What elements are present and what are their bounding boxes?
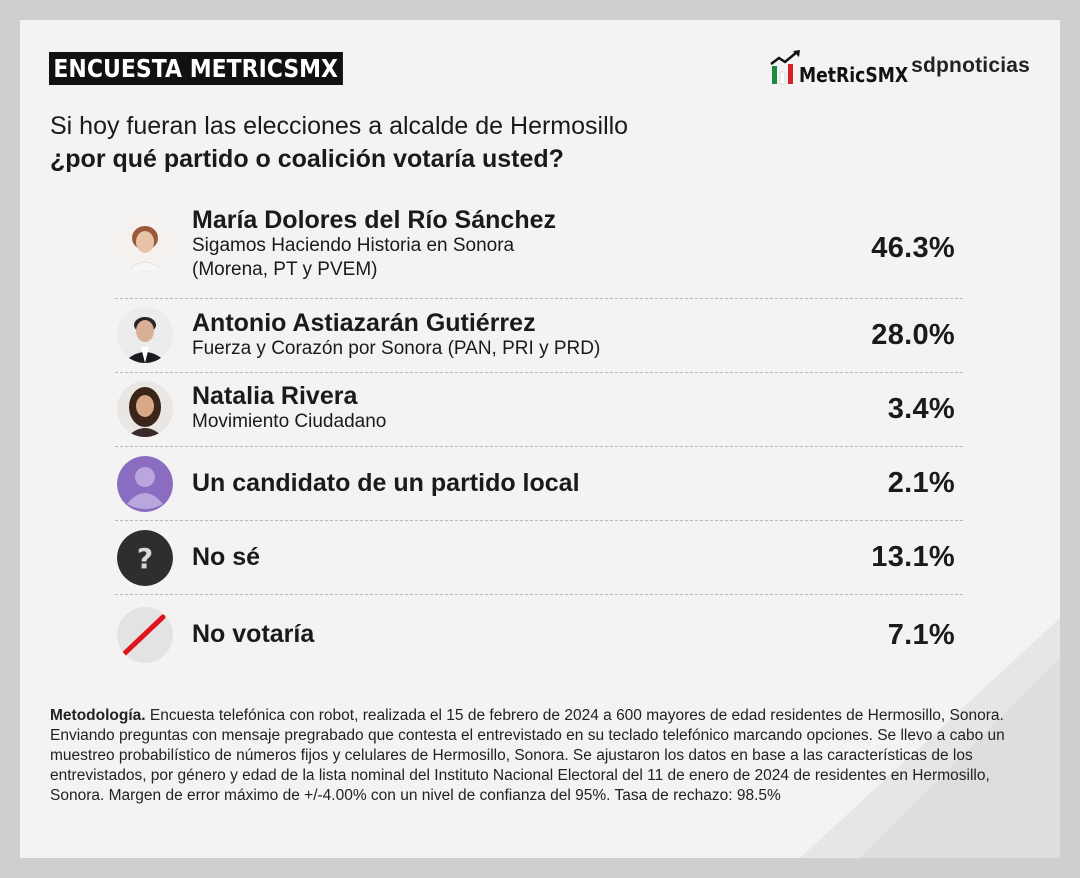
result-row: Un candidato de un partido local 2.1% bbox=[115, 447, 963, 521]
candidate-info: Antonio Astiazarán Gutiérrez Fuerza y Co… bbox=[192, 309, 600, 361]
question-line-2: ¿por qué partido o coalición votaría ust… bbox=[50, 145, 564, 173]
candidate-name: Un candidato de un partido local bbox=[192, 469, 580, 497]
candidate-name: No sé bbox=[192, 543, 261, 571]
result-row: ? No sé 13.1% bbox=[115, 521, 963, 595]
candidate-name: No votaría bbox=[192, 620, 315, 648]
methodology-label: Metodología. bbox=[50, 707, 146, 724]
result-percentage: 13.1% bbox=[871, 541, 955, 573]
candidate-party: (Morena, PT y PVEM) bbox=[192, 259, 378, 280]
result-percentage: 7.1% bbox=[887, 618, 955, 651]
poll-card: ENCUESTA METRICSMX MetRicSMX sdpnoticias… bbox=[20, 20, 1060, 858]
result-row: María Dolores del Río Sánchez Sigamos Ha… bbox=[115, 198, 963, 299]
survey-banner: ENCUESTA METRICSMX bbox=[49, 52, 344, 85]
svg-text:?: ? bbox=[137, 542, 153, 575]
photo-man-icon bbox=[117, 307, 173, 363]
candidate-info: No votaría bbox=[192, 620, 314, 648]
candidate-info: Un candidato de un partido local bbox=[192, 469, 580, 497]
photo-woman-icon bbox=[117, 381, 173, 437]
user-silhouette-icon bbox=[117, 456, 173, 512]
question-line-1: Si hoy fueran las elecciones a alcalde d… bbox=[50, 112, 629, 140]
result-row: Antonio Astiazarán Gutiérrez Fuerza y Co… bbox=[115, 299, 963, 373]
candidate-info: No sé bbox=[192, 543, 260, 571]
candidate-name: Natalia Rivera bbox=[192, 382, 358, 410]
logos: MetRicSMX sdpnoticias bbox=[769, 46, 1030, 86]
sdpnoticias-logo: sdpnoticias bbox=[911, 54, 1030, 77]
question-mark-icon: ? bbox=[117, 530, 173, 586]
metricsmx-logo: MetRicSMX bbox=[769, 46, 909, 87]
photo-woman-icon bbox=[117, 216, 173, 272]
no-vote-slash-icon bbox=[117, 607, 173, 663]
candidate-party: Movimiento Ciudadano bbox=[192, 411, 387, 432]
methodology-note: Metodología. Encuesta telefónica con rob… bbox=[50, 706, 1040, 806]
result-row: Natalia Rivera Movimiento Ciudadano 3.4% bbox=[115, 373, 963, 447]
results-table: María Dolores del Río Sánchez Sigamos Ha… bbox=[115, 198, 963, 675]
poll-question: Si hoy fueran las elecciones a alcalde d… bbox=[50, 110, 628, 176]
methodology-text: Encuesta telefónica con robot, realizada… bbox=[50, 707, 1005, 804]
result-percentage: 28.0% bbox=[871, 319, 955, 351]
result-percentage: 3.4% bbox=[887, 393, 955, 425]
candidate-info: Natalia Rivera Movimiento Ciudadano bbox=[192, 382, 386, 434]
candidate-party: Fuerza y Corazón por Sonora (PAN, PRI y … bbox=[192, 338, 601, 359]
result-percentage: 2.1% bbox=[887, 467, 955, 499]
metrics-chart-icon bbox=[770, 50, 801, 85]
candidate-name: Antonio Astiazarán Gutiérrez bbox=[192, 309, 536, 337]
corner-decoration bbox=[800, 618, 1060, 858]
candidate-name: María Dolores del Río Sánchez bbox=[192, 206, 556, 234]
metricsmx-wordmark: MetRicSMX bbox=[799, 63, 909, 87]
candidate-party: Sigamos Haciendo Historia en Sonora bbox=[192, 235, 515, 256]
candidate-info: María Dolores del Río Sánchez Sigamos Ha… bbox=[192, 206, 556, 282]
result-percentage: 46.3% bbox=[871, 231, 955, 264]
result-row: No votaría 7.1% bbox=[115, 595, 963, 675]
